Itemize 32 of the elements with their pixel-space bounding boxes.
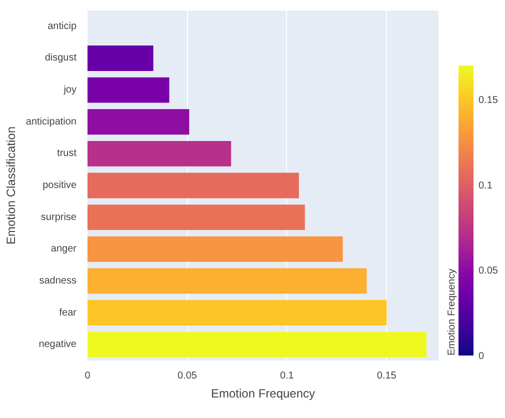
color-bar-label: 0 bbox=[478, 351, 484, 362]
color-bar-title: Emotion Frequency bbox=[446, 268, 458, 356]
x-tick-label: 0.05 bbox=[177, 370, 198, 382]
bar bbox=[88, 332, 427, 358]
bar bbox=[88, 300, 387, 326]
bar bbox=[88, 204, 305, 230]
y-tick-label: joy bbox=[62, 84, 77, 96]
bar bbox=[88, 140, 232, 166]
bar bbox=[88, 46, 154, 71]
bar bbox=[88, 109, 190, 135]
y-tick-label: anger bbox=[50, 244, 78, 255]
y-axis-title: Emotion Classification bbox=[4, 126, 18, 245]
bar bbox=[88, 172, 299, 198]
y-tick-label: fear bbox=[59, 307, 78, 318]
x-tick-label: 0 bbox=[84, 370, 91, 382]
bar bbox=[88, 268, 367, 294]
x-tick-label: 0.1 bbox=[280, 370, 294, 382]
y-tick-label: trust bbox=[57, 148, 77, 160]
bar bbox=[88, 77, 170, 103]
y-tick-label: negative bbox=[38, 339, 77, 350]
y-tick-label: anticipation bbox=[26, 116, 77, 128]
color-bar-label: 0.05 bbox=[478, 266, 498, 277]
y-tick-label: surprise bbox=[40, 212, 77, 223]
y-tick-label: sadness bbox=[39, 275, 77, 286]
x-tick-label: 0.15 bbox=[376, 370, 397, 382]
color-bar-label: 0.1 bbox=[478, 180, 493, 192]
y-tick-label: anticip bbox=[48, 20, 77, 32]
color-bar-label: 0.15 bbox=[478, 95, 498, 106]
x-axis-title: Emotion Frequency bbox=[210, 386, 316, 400]
bar bbox=[88, 236, 343, 262]
y-tick-label: disgust bbox=[44, 52, 77, 64]
y-tick-label: positive bbox=[42, 180, 77, 191]
